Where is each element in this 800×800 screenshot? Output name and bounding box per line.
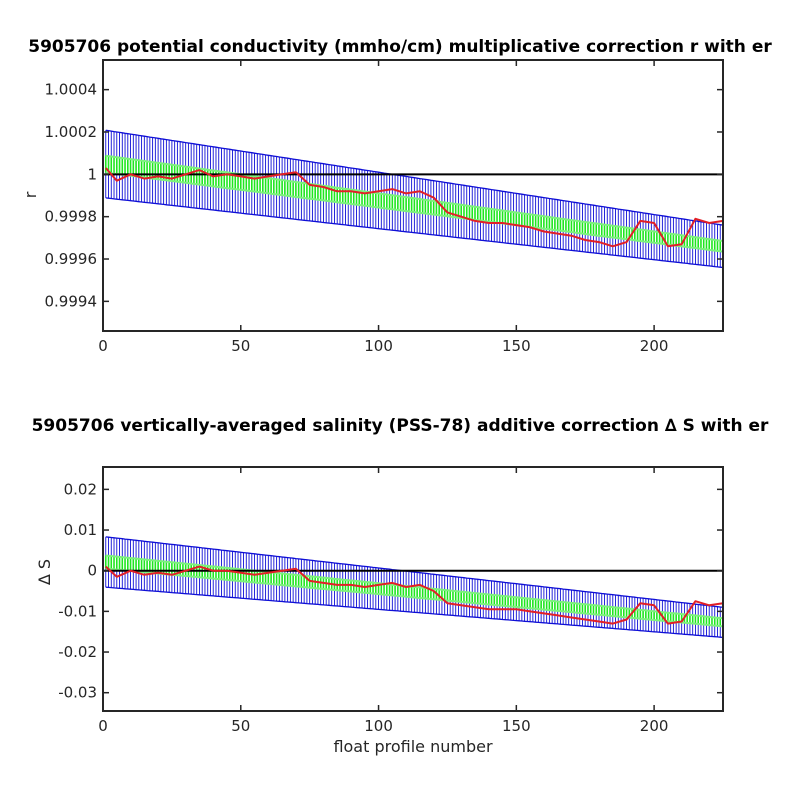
y-tick-label: 1.0002: [45, 123, 98, 141]
fit-band-upper: [105, 554, 724, 620]
chart-title: 5905706 vertically-averaged salinity (PS…: [32, 416, 769, 436]
y-tick-label: -0.01: [58, 602, 97, 620]
chart-title: 5905706 potential conductivity (mmho/cm)…: [28, 37, 772, 57]
axes-box: [102, 59, 724, 332]
x-tick-label: 200: [640, 717, 669, 735]
y-tick-label: 0.9996: [45, 250, 98, 268]
x-tick-label: 50: [231, 337, 250, 355]
measured-series-line: [105, 167, 724, 248]
x-tick-label: 200: [640, 337, 669, 355]
fit-band-upper: [105, 154, 724, 242]
x-tick-label: 150: [502, 337, 531, 355]
x-tick-label: 100: [364, 337, 393, 355]
error-band-lower: [105, 586, 724, 639]
error-band-upper: [105, 536, 724, 608]
y-axis-label: r: [21, 191, 40, 198]
plot-area: 0 50 100 150 200 -0.03 -0.02 -0.01 0 0.01 0.02: [58, 466, 724, 735]
y-tick-label: 1.0004: [45, 81, 98, 99]
x-axis-label: float profile number: [333, 737, 493, 756]
y-tick-label: 0.01: [64, 521, 97, 539]
y-axis-label: ∆ S: [35, 559, 54, 586]
y-tick-label: -0.03: [58, 684, 97, 702]
y-tick-label: -0.02: [58, 643, 97, 661]
panel-conductivity-correction: 5905706 potential conductivity (mmho/cm)…: [21, 37, 772, 355]
fit-band-lower: [105, 567, 724, 628]
panel-salinity-correction: 5905706 vertically-averaged salinity (PS…: [32, 416, 769, 756]
x-tick-label: 150: [502, 717, 531, 735]
y-tick-label: 0.9998: [45, 208, 98, 226]
y-tick-label: 1: [87, 165, 97, 183]
x-tick-label: 0: [98, 337, 108, 355]
x-tick-label: 100: [364, 717, 393, 735]
y-tick-label: 0.9994: [45, 292, 98, 310]
plot-area: 0 50 100 150 200 0.9994 0.9996 0.9998 1 1.0002 1.0…: [45, 59, 724, 355]
fit-band-lower: [105, 171, 724, 253]
y-tick-label: 0: [87, 562, 97, 580]
error-band-lower: [105, 197, 724, 269]
x-tick-label: 0: [98, 717, 108, 735]
error-band-upper: [105, 129, 724, 226]
x-tick-label: 50: [231, 717, 250, 735]
measured-series-line: [105, 565, 724, 625]
y-tick-label: 0.02: [64, 480, 97, 498]
axes-box: [102, 466, 724, 712]
